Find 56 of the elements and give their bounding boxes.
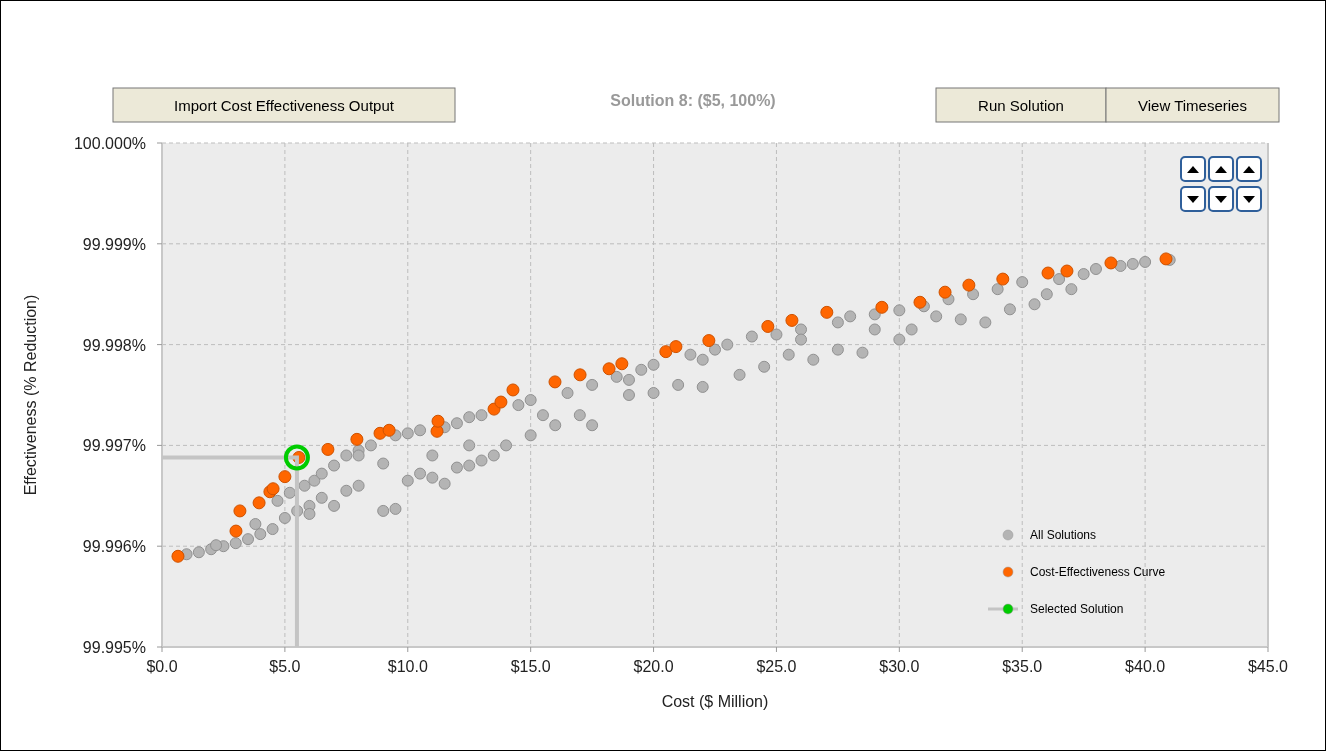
- point: [702, 334, 716, 348]
- point: [615, 357, 629, 371]
- point: [1104, 256, 1118, 270]
- point: [996, 272, 1010, 286]
- x-tick-label: $40.0: [1125, 658, 1166, 675]
- point: [573, 368, 587, 382]
- point: [506, 383, 520, 397]
- y-tick-label: 99.995%: [82, 639, 146, 656]
- legend-label: Selected Solution: [1030, 602, 1124, 616]
- point: [494, 395, 508, 409]
- point: [962, 278, 976, 292]
- point: [321, 442, 335, 456]
- legend-label: All Solutions: [1030, 528, 1097, 542]
- point: [875, 300, 889, 314]
- x-tick-label: $10.0: [387, 658, 428, 675]
- legend-label: Cost-Effectiveness Curve: [1030, 565, 1166, 579]
- button: View Timeseries: [1105, 87, 1280, 123]
- x-tick-label: $45.0: [1247, 658, 1289, 675]
- x-tick-label: $15.0: [510, 658, 551, 675]
- x-tick-label: $30.0: [879, 658, 920, 675]
- chart-title: Solution 8: ($5, 100%): [610, 92, 776, 109]
- point: [382, 423, 396, 437]
- point: [229, 524, 243, 538]
- point: [278, 470, 292, 484]
- point: [1041, 266, 1055, 280]
- y-tick-label: 100.000%: [73, 135, 146, 152]
- point: [233, 504, 247, 518]
- point: [283, 444, 310, 471]
- point: [785, 313, 799, 327]
- point: [938, 285, 952, 299]
- point: [1159, 252, 1173, 266]
- point: [431, 414, 445, 428]
- x-axis-title: Cost ($ Million): [661, 693, 769, 710]
- x-tick-label: $0.0: [146, 658, 178, 675]
- point: [659, 345, 673, 359]
- y-tick-label: 99.999%: [82, 235, 146, 253]
- point: [820, 305, 834, 319]
- x-tick-label: $5.0: [269, 658, 301, 675]
- point: [350, 432, 364, 446]
- point: [761, 319, 775, 333]
- point: [548, 375, 562, 389]
- point: [1060, 264, 1074, 278]
- point: [602, 362, 616, 376]
- y-axis-title: Effectiveness (% Reduction): [22, 294, 39, 496]
- x-tick-label: $25.0: [756, 658, 797, 675]
- point: [669, 340, 683, 354]
- point: [252, 496, 266, 510]
- point: [171, 549, 185, 563]
- point: [913, 295, 927, 309]
- x-tick-label: $35.0: [1002, 658, 1043, 675]
- y-tick-label: 99.998%: [82, 336, 146, 354]
- x-tick-label: $20.0: [633, 658, 674, 675]
- button: Import Cost Effectiveness Output: [112, 87, 456, 123]
- y-tick-label: 99.996%: [82, 538, 146, 556]
- button: Run Solution: [935, 87, 1107, 123]
- y-tick-label: 99.997%: [82, 437, 146, 455]
